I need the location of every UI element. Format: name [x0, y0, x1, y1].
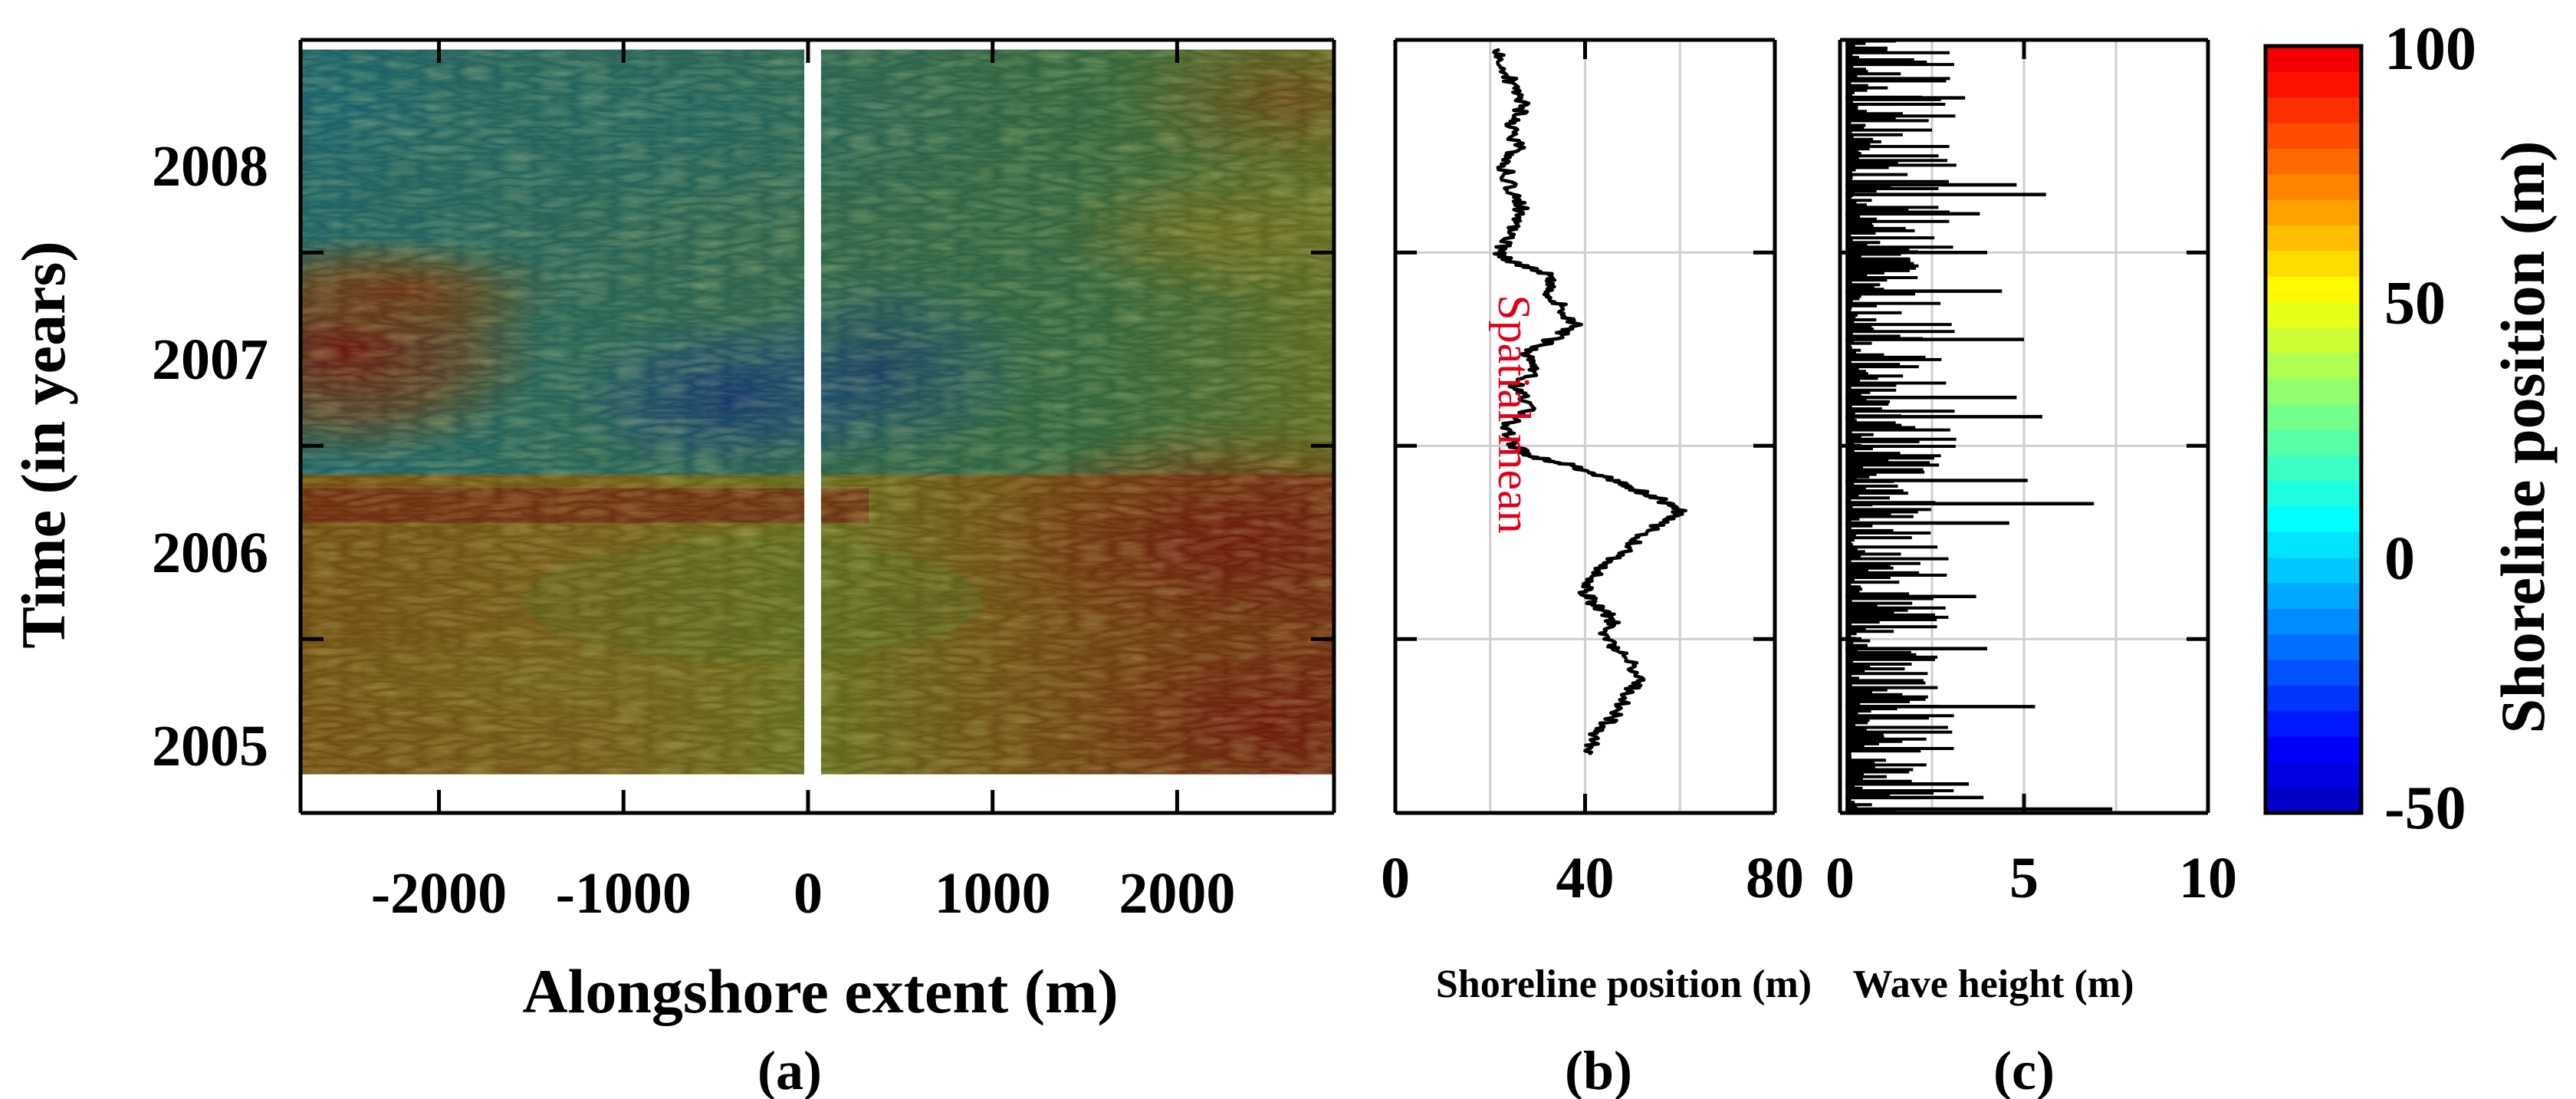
colorbar-band — [2266, 71, 2361, 98]
panel-b-xlabel: Shoreline position (m) — [1436, 962, 1812, 1006]
colorbar-band — [2266, 46, 2361, 72]
spatial-mean-line — [1492, 48, 1688, 755]
colorbar-band — [2266, 378, 2361, 405]
panel-c-x-tick-labels: 0 5 10 — [1825, 846, 2237, 910]
panel-b-axes — [1393, 38, 1777, 815]
colorbar-band — [2266, 148, 2361, 175]
panel-a-y-tick-label: 2008 — [152, 134, 268, 199]
panel-a-y-tick-label: 2006 — [152, 521, 268, 585]
heatmap-left — [301, 49, 805, 775]
colorbar-band — [2266, 762, 2361, 788]
panel-a-y-tick-label: 2007 — [152, 327, 268, 392]
panel-c: 0 5 10 Wave height (m) (c) — [1825, 38, 2237, 1099]
heat-texture-light — [820, 49, 1334, 775]
panel-a-x-tick-labels: -2000 -1000 0 1000 2000 — [371, 861, 1236, 926]
colorbar-band — [2266, 787, 2361, 814]
colorbar-band — [2266, 685, 2361, 712]
panel-a-x-tick-label: 1000 — [935, 861, 1051, 926]
colorbar-band — [2266, 276, 2361, 302]
colorbar-band — [2266, 506, 2361, 532]
heat-texture-light — [301, 49, 805, 775]
colorbar-band — [2266, 327, 2361, 354]
panel-a-y-tick-labels: 2005 2006 2007 2008 — [152, 134, 268, 778]
wave-height-peaks — [1845, 96, 2113, 811]
colorbar-band — [2266, 301, 2361, 328]
colorbar-band — [2266, 173, 2361, 200]
colorbar-band — [2266, 97, 2361, 123]
colorbar-band — [2266, 633, 2361, 660]
panel-c-x-tick-label: 10 — [2179, 846, 2237, 910]
colorbar-band — [2266, 583, 2361, 609]
panel-c-label: (c) — [1993, 1040, 2055, 1099]
panel-c-x-tick-label: 0 — [1825, 846, 1855, 910]
colorbar-band — [2266, 199, 2361, 225]
panel-b-x-tick-label: 0 — [1381, 846, 1410, 910]
colorbar-band — [2266, 557, 2361, 584]
colorbar-tick-label: 0 — [2384, 525, 2415, 593]
panel-b-label: (b) — [1565, 1040, 1632, 1099]
colorbar-band — [2266, 429, 2361, 456]
colorbar-band — [2266, 455, 2361, 482]
colorbar-band — [2266, 531, 2361, 558]
panel-a-x-tick-label: -1000 — [556, 861, 692, 926]
panel-b-grid — [1395, 40, 1775, 813]
wave-height-bars — [1845, 39, 1957, 814]
colorbar-label: Shoreline position (m) — [2488, 141, 2558, 734]
colorbar: -50 0 50 100 Shoreline position (m) — [2263, 15, 2558, 842]
panel-c-grid — [1840, 40, 2208, 813]
panel-a-ylabel: Time (in years) — [8, 241, 78, 648]
colorbar-tick-label: 100 — [2384, 15, 2476, 83]
colorbar-frame — [2263, 44, 2364, 815]
panel-a: -2000 -1000 0 1000 2000 2005 2006 2007 2008 Alo… — [8, 38, 1336, 1099]
colorbar-band — [2266, 660, 2361, 686]
colorbar-band — [2266, 403, 2361, 430]
panel-b-x-tick-label: 80 — [1746, 846, 1804, 910]
panel-c-x-tick-label: 5 — [2009, 846, 2039, 910]
heatmap-gap — [804, 46, 821, 778]
panel-b: 0 40 80 Spatial mean Shoreline position (m… — [1381, 38, 1812, 1099]
spatial-mean-annotation: Spatial mean — [1489, 294, 1539, 534]
colorbar-band — [2266, 225, 2361, 252]
colorbar-bands — [2266, 46, 2361, 814]
colorbar-band — [2266, 608, 2361, 635]
panel-a-label: (a) — [757, 1040, 822, 1099]
panel-a-y-tick-label: 2005 — [152, 714, 268, 778]
heatmap-right — [820, 49, 1335, 775]
colorbar-band — [2266, 710, 2361, 737]
colorbar-band — [2266, 353, 2361, 379]
colorbar-band — [2266, 250, 2361, 277]
panel-c-xlabel: Wave height (m) — [1853, 962, 2134, 1006]
colorbar-band — [2266, 736, 2361, 762]
panel-a-x-tick-label: -2000 — [371, 861, 507, 926]
colorbar-tick-label: -50 — [2384, 775, 2466, 842]
panel-a-x-tick-label: 0 — [794, 861, 823, 926]
panel-c-axes — [1838, 38, 2210, 815]
panel-a-xlabel: Alongshore extent (m) — [522, 956, 1118, 1026]
colorbar-tick-labels: -50 0 50 100 — [2384, 15, 2476, 842]
panel-b-x-tick-label: 40 — [1556, 846, 1615, 910]
colorbar-band — [2266, 123, 2361, 149]
panel-b-x-tick-labels: 0 40 80 — [1381, 846, 1804, 910]
colorbar-tick-label: 50 — [2384, 269, 2446, 337]
colorbar-band — [2266, 480, 2361, 507]
panel-a-x-tick-label: 2000 — [1119, 861, 1235, 926]
panel-a-axes — [298, 38, 1336, 815]
